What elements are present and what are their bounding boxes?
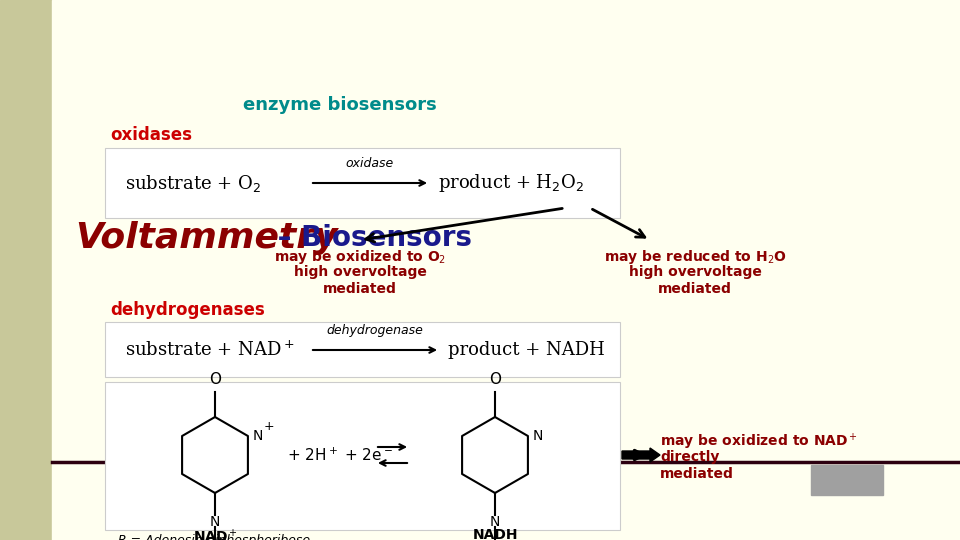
Text: product + H$_2$O$_2$: product + H$_2$O$_2$: [438, 172, 584, 194]
Text: dehydrogenases: dehydrogenases: [110, 301, 265, 319]
Text: substrate + O$_2$: substrate + O$_2$: [125, 172, 261, 193]
Bar: [811, 465, 883, 495]
Text: substrate + NAD$^+$: substrate + NAD$^+$: [125, 340, 295, 360]
Text: may be oxidized to O$_2$: may be oxidized to O$_2$: [274, 248, 446, 266]
Bar: [105, 322, 620, 377]
Text: may be reduced to H$_2$O: may be reduced to H$_2$O: [604, 248, 786, 266]
Text: N: N: [490, 515, 500, 529]
Text: Voltammetry: Voltammetry: [75, 221, 338, 254]
Text: oxidase: oxidase: [346, 157, 395, 170]
Text: high overvoltage: high overvoltage: [629, 265, 761, 279]
Text: dehydrogenase: dehydrogenase: [326, 324, 423, 337]
Text: – Biosensors: – Biosensors: [268, 224, 472, 252]
Text: oxidases: oxidases: [110, 126, 192, 144]
FancyArrow shape: [622, 448, 660, 462]
Text: product + NADH: product + NADH: [448, 341, 605, 359]
Text: high overvoltage: high overvoltage: [294, 265, 426, 279]
Text: R = Adenosin-diphosphoribose: R = Adenosin-diphosphoribose: [118, 534, 310, 540]
Bar: [105, 148, 620, 218]
Text: enzyme biosensors: enzyme biosensors: [243, 96, 437, 114]
Text: N: N: [252, 429, 263, 443]
Text: may be oxidized to NAD$^+$: may be oxidized to NAD$^+$: [660, 432, 858, 453]
Text: mediated: mediated: [660, 467, 733, 481]
Text: NAD$^+$: NAD$^+$: [193, 528, 237, 540]
Text: O: O: [209, 372, 221, 387]
Text: +: +: [264, 420, 275, 433]
Text: mediated: mediated: [658, 282, 732, 296]
Text: NADH: NADH: [472, 528, 517, 540]
Text: O: O: [489, 372, 501, 387]
Text: directly: directly: [660, 450, 719, 464]
Bar: [0, 0, 52, 540]
Text: N: N: [210, 515, 220, 529]
Text: mediated: mediated: [324, 282, 396, 296]
Text: + 2H$^+$ + 2e$^-$: + 2H$^+$ + 2e$^-$: [287, 447, 393, 464]
Bar: [105, 382, 620, 530]
Text: N: N: [533, 429, 543, 443]
